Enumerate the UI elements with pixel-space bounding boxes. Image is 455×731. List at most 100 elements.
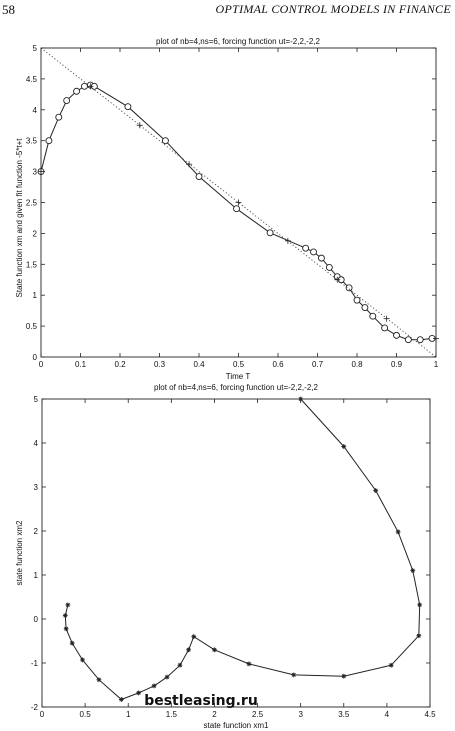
star-marker [291, 672, 297, 678]
x-tick-label: 0.4 [193, 360, 205, 369]
star-marker [96, 677, 102, 683]
x-tick-label: 1 [434, 360, 439, 369]
x-tick-label: 0.9 [391, 360, 403, 369]
x-tick-label: 1.5 [166, 710, 178, 719]
x-axis-label: state function xm1 [204, 721, 269, 730]
star-marker [388, 662, 394, 668]
x-tick-label: 0.5 [80, 710, 92, 719]
y-tick-label: 3 [33, 168, 38, 177]
bottom-chart: plot of nb=4,ns=6, forcing function ut=-… [15, 383, 436, 730]
star-marker [191, 634, 197, 639]
star-marker [395, 529, 401, 535]
data-point [80, 82, 88, 90]
star-marker [212, 647, 217, 653]
x-tick-label: 2 [212, 710, 217, 719]
data-point [361, 304, 369, 312]
data-point [318, 254, 325, 262]
y-tick-label: 2 [33, 229, 38, 238]
y-tick-label: 1.5 [26, 260, 38, 269]
y-tick-label: 5 [33, 44, 38, 53]
y-axis-label: state function xm2 [15, 520, 24, 585]
x-tick-label: 4.5 [424, 710, 436, 719]
star-marker [118, 697, 124, 702]
data-point [302, 244, 310, 252]
y-tick-label: 0 [34, 615, 39, 624]
data-point [353, 296, 361, 304]
series-line [40, 84, 433, 341]
star-marker [62, 613, 68, 618]
y-tick-label: 4.5 [26, 75, 38, 84]
x-tick-label: 0.8 [351, 360, 363, 369]
data-point [195, 173, 203, 180]
star-marker [246, 661, 252, 667]
star-marker [410, 568, 416, 573]
star-marker [373, 488, 379, 493]
data-point [73, 87, 81, 95]
x-tick-label: 0.3 [154, 360, 166, 369]
star-marker [164, 674, 170, 680]
series-line [64, 398, 421, 701]
y-tick-label: 2 [34, 527, 39, 536]
x-tick-label: 0 [39, 360, 44, 369]
y-tick-label: 0 [33, 353, 38, 362]
plus-marker [235, 199, 242, 206]
data-point [55, 113, 63, 121]
star-marker [63, 626, 69, 632]
chart-title: plot of nb=4,ns=6, forcing function ut=-… [154, 383, 318, 392]
data-point [345, 284, 353, 292]
x-tick-label: 0 [40, 710, 45, 719]
star-marker [151, 683, 157, 689]
x-tick-label: 4 [385, 710, 390, 719]
star-marker [186, 647, 191, 653]
data-point [310, 248, 317, 256]
x-tick-label: 0.2 [114, 360, 126, 369]
data-point [416, 336, 424, 344]
x-tick-label: 3 [298, 710, 303, 719]
data-point [325, 263, 333, 271]
plus-marker [383, 315, 390, 322]
y-tick-label: 4 [33, 106, 38, 115]
x-axis-label: Time T [226, 372, 251, 381]
page-number: 58 [2, 2, 15, 17]
running-head: OPTIMAL CONTROL MODELS IN FINANCE [215, 2, 451, 16]
star-marker [341, 673, 347, 679]
y-tick-label: 2.5 [26, 199, 38, 208]
y-tick-label: 3 [34, 483, 39, 492]
star-marker [341, 444, 347, 449]
data-point [381, 324, 389, 332]
x-tick-label: 0.7 [312, 360, 324, 369]
star-marker [416, 633, 422, 639]
star-marker [136, 690, 141, 696]
x-tick-label: 3.5 [338, 710, 350, 719]
y-axis-label: State function xm and given fit function… [15, 138, 24, 298]
data-point [404, 336, 412, 344]
plus-marker [334, 276, 341, 283]
data-point [124, 103, 132, 111]
data-point [45, 137, 53, 145]
y-tick-label: -1 [31, 659, 39, 668]
x-tick-label: 0.1 [75, 360, 87, 369]
chart-title: plot of nb=4,ns=6, forcing function ut=-… [156, 37, 320, 46]
x-tick-label: 0.6 [272, 360, 284, 369]
y-tick-label: 1 [34, 571, 39, 580]
star-marker [69, 640, 75, 646]
x-tick-label: 2.5 [252, 710, 264, 719]
star-marker [65, 602, 71, 608]
star-marker [417, 602, 423, 608]
data-point [266, 229, 274, 237]
y-tick-label: 1 [33, 291, 38, 300]
y-tick-label: 3.5 [26, 137, 38, 146]
top-chart: plot of nb=4,ns=6, forcing function ut=-… [15, 37, 439, 381]
plot-frame [40, 47, 437, 358]
data-point [393, 331, 400, 339]
watermark: bestleasing.ru [144, 693, 258, 709]
star-marker [80, 657, 85, 663]
y-tick-label: 4 [34, 439, 39, 448]
data-point [63, 97, 71, 104]
data-point [161, 137, 169, 145]
data-point [369, 312, 377, 320]
plus-marker [284, 237, 291, 244]
y-tick-label: 5 [34, 395, 39, 404]
data-point [233, 205, 240, 213]
star-marker [177, 662, 183, 668]
